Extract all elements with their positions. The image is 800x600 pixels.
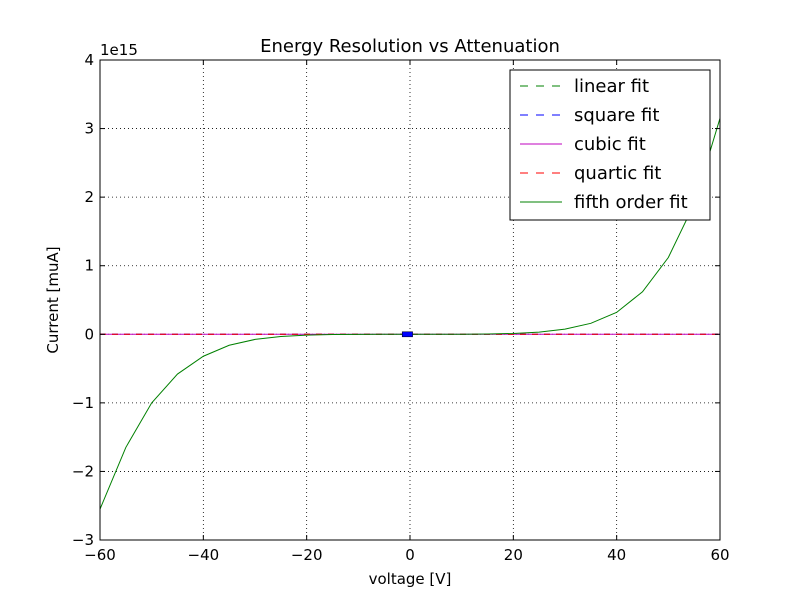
y-tick-label: −2 bbox=[72, 462, 94, 480]
x-tick-label: 60 bbox=[710, 546, 729, 564]
x-tick-label: 20 bbox=[504, 546, 523, 564]
series-group bbox=[100, 118, 720, 510]
legend-label: linear fit bbox=[574, 76, 649, 97]
legend-label: square fit bbox=[574, 105, 659, 126]
y-tick-label: −3 bbox=[72, 531, 94, 549]
x-tick-label: −40 bbox=[188, 546, 220, 564]
legend-label: quartic fit bbox=[574, 163, 661, 184]
y-tick-label: 0 bbox=[84, 325, 94, 343]
legend-box bbox=[509, 69, 711, 221]
legend: linear fit square fit cubic fit quartic fit… bbox=[509, 69, 711, 221]
legend-label: cubic fit bbox=[574, 134, 646, 155]
y-tick-label: 3 bbox=[84, 120, 94, 138]
y-tick-label: 2 bbox=[84, 188, 94, 206]
legend-label: fifth order fit bbox=[574, 192, 688, 213]
y-offset-text: 1e15 bbox=[100, 41, 138, 59]
x-tick-label: −60 bbox=[84, 546, 116, 564]
y-axis-label: Current [muA] bbox=[44, 246, 62, 353]
x-axis-label: voltage [V] bbox=[369, 570, 452, 588]
y-tick-label: −1 bbox=[72, 394, 94, 412]
data-markers bbox=[401, 331, 413, 338]
y-tick-label: 1 bbox=[84, 257, 94, 275]
chart-title: Energy Resolution vs Attenuation bbox=[260, 36, 560, 57]
ticks: −60 −40 −20 0 20 40 60 −3 −2 −1 0 1 2 3 4 bbox=[72, 51, 730, 564]
y-tick-label: 4 bbox=[84, 51, 94, 69]
x-tick-label: −20 bbox=[291, 546, 323, 564]
x-tick-label: 40 bbox=[607, 546, 626, 564]
x-tick-label: 0 bbox=[405, 546, 415, 564]
